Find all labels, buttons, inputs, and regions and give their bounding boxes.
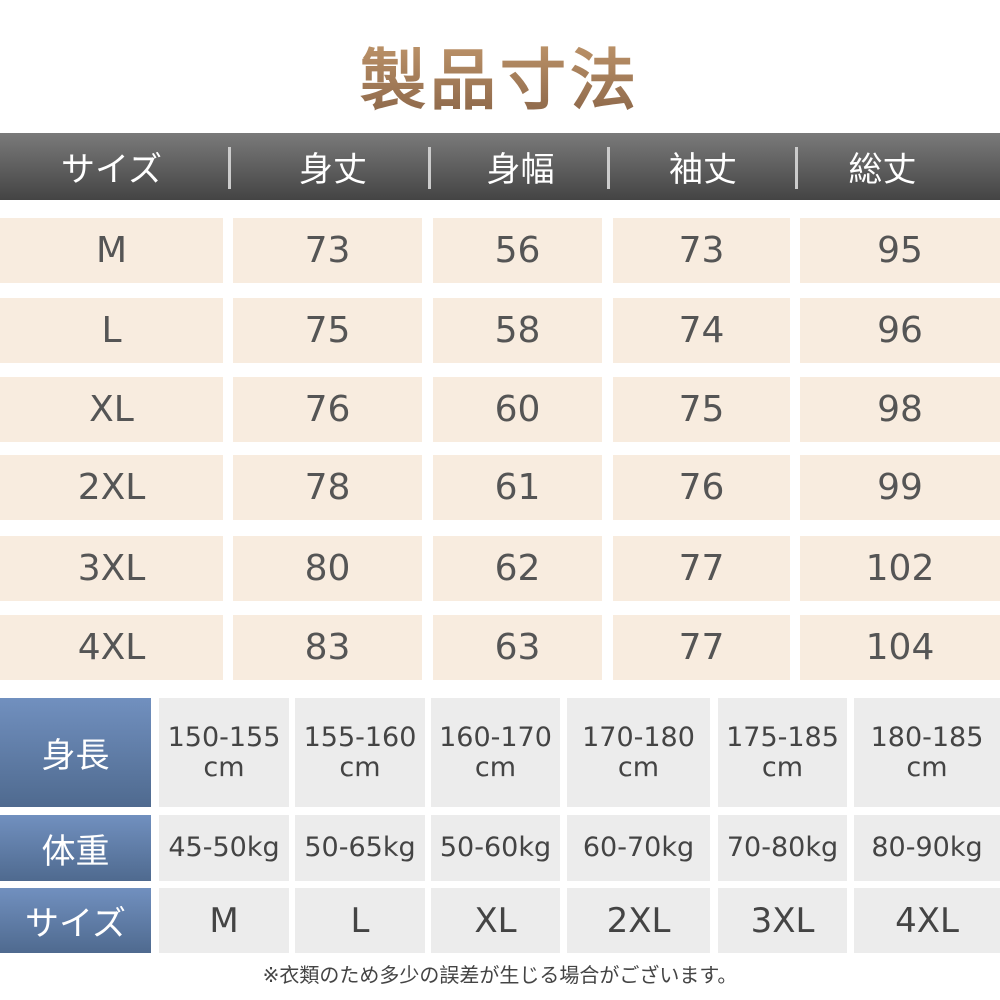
size-cell: 76 (233, 377, 422, 442)
size-cell: 99 (800, 455, 1000, 520)
header-cell: 総丈 (848, 150, 917, 190)
height-unit: cm (761, 751, 804, 783)
size-cell: 4XL (0, 615, 223, 680)
size-cell: 102 (800, 536, 1000, 601)
height-unit: cm (906, 751, 948, 783)
guide-cell: 170-180 cm (567, 698, 710, 807)
guide-cell: L (295, 888, 425, 953)
header-divider (607, 147, 610, 189)
disclaimer-note: ※衣類のため多少の誤差が生じる場合がございます。 (262, 962, 738, 987)
guide-cell: 160-170 cm (431, 698, 560, 807)
header-cell: 身幅 (486, 150, 555, 190)
guide-cell: 50-60kg (431, 815, 560, 881)
size-cell: 56 (433, 218, 602, 283)
size-cell: 77 (613, 536, 790, 601)
guide-row-label: サイズ (0, 888, 151, 953)
guide-cell: 3XL (718, 888, 847, 953)
guide-cell: 180-185 cm (854, 698, 1000, 807)
size-cell: 95 (800, 218, 1000, 283)
size-cell: 96 (800, 298, 1000, 363)
page-title: 製品寸法 (0, 30, 1000, 120)
guide-row-label: 体重 (0, 815, 151, 881)
guide-cell: 150-155 cm (159, 698, 289, 807)
header-cell: サイズ (61, 150, 162, 190)
size-cell: 75 (613, 377, 790, 442)
size-cell: 78 (233, 455, 422, 520)
size-cell: 2XL (0, 455, 223, 520)
guide-cell: 45-50kg (159, 815, 289, 881)
size-cell: M (0, 218, 223, 283)
height-range: 155-160 (303, 721, 417, 753)
height-range: 175-185 (726, 721, 839, 753)
header-divider (228, 147, 231, 189)
height-unit: cm (617, 751, 660, 783)
size-cell: 77 (613, 615, 790, 680)
size-cell: 83 (233, 615, 422, 680)
header-divider (428, 147, 431, 189)
height-unit: cm (203, 751, 245, 783)
guide-cell: 60-70kg (567, 815, 710, 881)
size-cell: 58 (433, 298, 602, 363)
height-unit: cm (474, 751, 517, 783)
size-cell: 3XL (0, 536, 223, 601)
size-cell: 73 (233, 218, 422, 283)
guide-cell: XL (431, 888, 560, 953)
size-cell: 73 (613, 218, 790, 283)
guide-cell: M (159, 888, 289, 953)
height-range: 170-180 (582, 721, 695, 753)
table-header-bar (0, 133, 1000, 200)
guide-cell: 155-160 cm (295, 698, 425, 807)
height-range: 150-155 (167, 721, 281, 753)
size-cell: L (0, 298, 223, 363)
header-cell: 身丈 (299, 150, 367, 190)
height-range: 160-170 (439, 721, 552, 753)
size-cell: 76 (613, 455, 790, 520)
guide-cell: 50-65kg (295, 815, 425, 881)
size-cell: 80 (233, 536, 422, 601)
size-cell: 61 (433, 455, 602, 520)
size-cell: 74 (613, 298, 790, 363)
guide-cell: 2XL (567, 888, 710, 953)
header-divider (795, 147, 798, 189)
size-cell: 75 (233, 298, 422, 363)
size-cell: 104 (800, 615, 1000, 680)
height-unit: cm (339, 751, 381, 783)
size-cell: 62 (433, 536, 602, 601)
guide-cell: 70-80kg (718, 815, 847, 881)
size-cell: 98 (800, 377, 1000, 442)
size-cell: 60 (433, 377, 602, 442)
size-cell: 63 (433, 615, 602, 680)
guide-row-label: 身長 (0, 698, 151, 807)
size-cell: XL (0, 377, 223, 442)
guide-cell: 175-185 cm (718, 698, 847, 807)
header-cell: 袖丈 (669, 150, 737, 190)
height-range: 180-185 (870, 721, 984, 753)
guide-cell: 80-90kg (854, 815, 1000, 881)
guide-cell: 4XL (854, 888, 1000, 953)
